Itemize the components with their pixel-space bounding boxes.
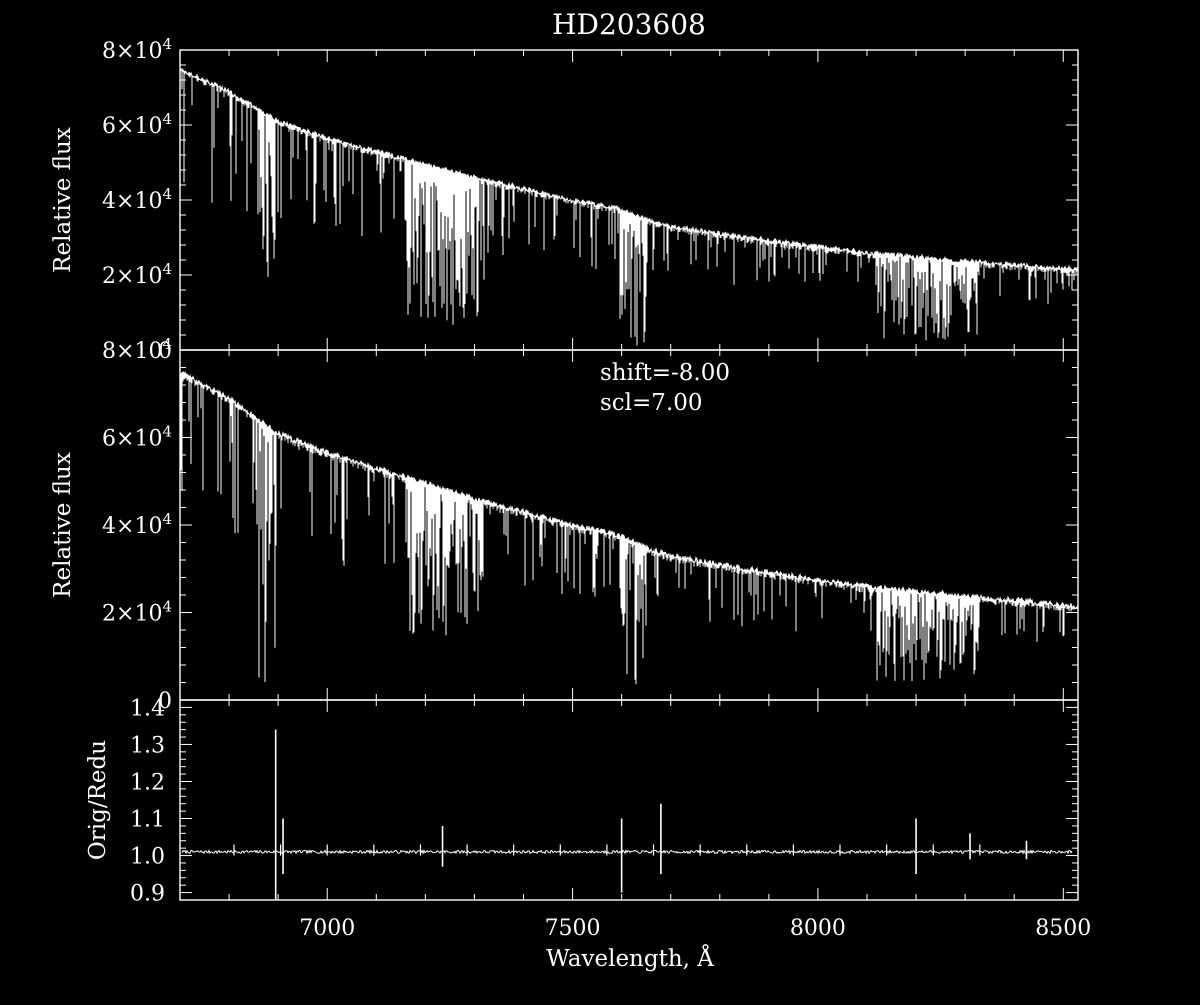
top-panel: 0 2×104 4×104 6×104 8×104 Relative flux [50,35,1079,364]
y-tick-label: 2×104 [102,260,172,289]
top-spectrum-line [179,67,1079,346]
top-y-axis-title: Relative flux [50,127,76,273]
y-tick-label: 8×104 [102,35,172,64]
middle-spectrum-line [179,370,1079,685]
y-tick-label: 8×104 [102,335,172,364]
y-tick-label: 1.1 [130,808,165,833]
y-tick-label: 1.4 [130,696,165,721]
middle-panel: 0 2×104 4×104 6×104 8×104 Relative flux [50,335,1079,714]
y-tick-label: 2×104 [102,598,172,627]
x-tick-label: 7500 [545,916,601,941]
middle-y-axis-title: Relative flux [50,452,76,598]
x-tick-label: 8000 [790,916,846,941]
shift-annotation: shift=-8.00 [600,360,730,386]
x-axis-title: Wavelength, Å [546,944,714,972]
y-tick-label: 0 [158,689,172,714]
x-tick-label: 8500 [1035,916,1091,941]
x-tick-label: 7000 [299,916,355,941]
y-tick-label: 1.0 [130,845,165,870]
y-tick-label: 1.2 [130,770,165,795]
y-tick-label: 1.3 [130,733,165,758]
chart-title: HD203608 [552,8,706,41]
y-tick-label: 4×104 [102,185,172,214]
bottom-y-axis-title: Orig/Redu [85,740,111,860]
y-tick-label: 0 [158,339,172,364]
y-tick-label: 4×104 [102,510,172,539]
scale-annotation: scl=7.00 [600,390,703,416]
y-tick-label: 0.9 [130,882,165,907]
y-tick-label: 6×104 [102,110,172,139]
y-tick-label: 6×104 [102,423,172,452]
ratio-line [181,849,1073,855]
bottom-frame [179,699,1079,901]
bottom-panel: 0.9 1.0 1.1 1.2 1.3 1.4 7000 7500 8000 8500 Orig/R… [85,696,1091,941]
